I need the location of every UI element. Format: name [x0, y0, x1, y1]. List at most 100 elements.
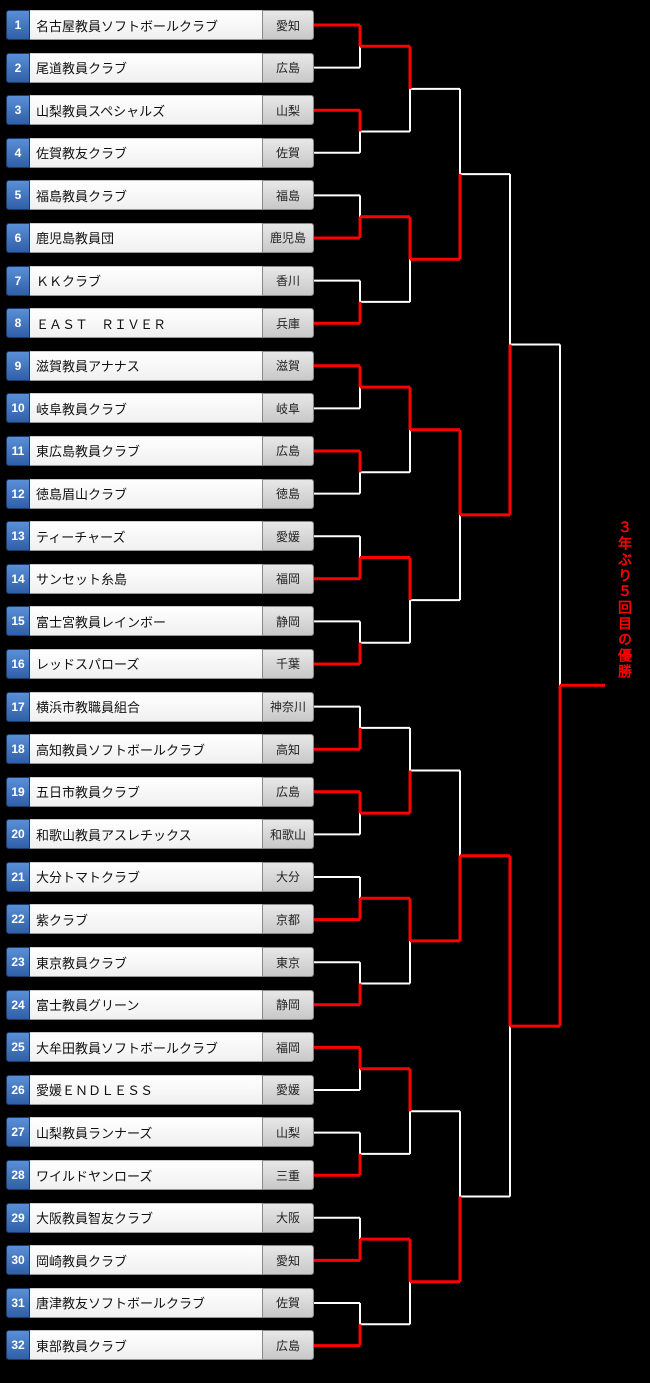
team-name: ワイルドヤンローズ	[30, 1160, 262, 1190]
team-name: 愛媛ＥＮＤＬＥＳＳ	[30, 1075, 262, 1105]
team-prefecture: 東京	[262, 947, 314, 977]
team-name: 尾道教員クラブ	[30, 53, 262, 83]
team-name: 福島教員クラブ	[30, 180, 262, 210]
team-prefecture: 福島	[262, 180, 314, 210]
team-row: 32東部教員クラブ広島	[6, 1330, 314, 1360]
team-name: 大阪教員智友クラブ	[30, 1203, 262, 1233]
team-row: 26愛媛ＥＮＤＬＥＳＳ愛媛	[6, 1075, 314, 1105]
team-prefecture: 和歌山	[262, 819, 314, 849]
team-name: 岡崎教員クラブ	[30, 1245, 262, 1275]
team-seed: 2	[6, 53, 30, 83]
team-name: 五日市教員クラブ	[30, 777, 262, 807]
team-prefecture: 大分	[262, 862, 314, 892]
team-row: 31唐津教友ソフトボールクラブ佐賀	[6, 1288, 314, 1318]
team-prefecture: 滋賀	[262, 351, 314, 381]
team-name: レッドスパローズ	[30, 649, 262, 679]
team-row: 29大阪教員智友クラブ大阪	[6, 1203, 314, 1233]
team-row: 28ワイルドヤンローズ三重	[6, 1160, 314, 1190]
team-prefecture: 福岡	[262, 564, 314, 594]
team-row: 16レッドスパローズ千葉	[6, 649, 314, 679]
championship-caption: ３年ぶり５回目の優勝	[615, 520, 635, 680]
team-seed: 8	[6, 308, 30, 338]
team-name: 高知教員ソフトボールクラブ	[30, 734, 262, 764]
team-prefecture: 香川	[262, 266, 314, 296]
team-row: 21大分トマトクラブ大分	[6, 862, 314, 892]
team-prefecture: 佐賀	[262, 138, 314, 168]
team-seed: 1	[6, 10, 30, 40]
team-name: 山梨教員スペシャルズ	[30, 95, 262, 125]
team-name: 唐津教友ソフトボールクラブ	[30, 1288, 262, 1318]
team-prefecture: 千葉	[262, 649, 314, 679]
team-seed: 13	[6, 521, 30, 551]
team-prefecture: 徳島	[262, 479, 314, 509]
team-row: 15富士宮教員レインボー静岡	[6, 606, 314, 636]
team-name: 東京教員クラブ	[30, 947, 262, 977]
team-seed: 16	[6, 649, 30, 679]
team-row: 20和歌山教員アスレチックス和歌山	[6, 819, 314, 849]
team-seed: 5	[6, 180, 30, 210]
team-name: 徳島眉山クラブ	[30, 479, 262, 509]
team-name: 東広島教員クラブ	[30, 436, 262, 466]
team-prefecture: 岐阜	[262, 393, 314, 423]
team-seed: 24	[6, 990, 30, 1020]
team-prefecture: 広島	[262, 1330, 314, 1360]
team-seed: 6	[6, 223, 30, 253]
team-name: 富士教員グリーン	[30, 990, 262, 1020]
team-prefecture: 山梨	[262, 95, 314, 125]
team-prefecture: 愛媛	[262, 521, 314, 551]
team-row: 2尾道教員クラブ広島	[6, 53, 314, 83]
team-seed: 4	[6, 138, 30, 168]
team-seed: 29	[6, 1203, 30, 1233]
team-name: 山梨教員ランナーズ	[30, 1117, 262, 1147]
team-prefecture: 鹿児島	[262, 223, 314, 253]
team-name: 佐賀教友クラブ	[30, 138, 262, 168]
team-prefecture: 福岡	[262, 1032, 314, 1062]
team-row: 27山梨教員ランナーズ山梨	[6, 1117, 314, 1147]
team-row: 5福島教員クラブ福島	[6, 180, 314, 210]
team-row: 8ＥＡＳＴ ＲＩＶＥＲ兵庫	[6, 308, 314, 338]
team-row: 6鹿児島教員団鹿児島	[6, 223, 314, 253]
team-row: 13ティーチャーズ愛媛	[6, 521, 314, 551]
team-row: 10岐阜教員クラブ岐阜	[6, 393, 314, 423]
team-seed: 12	[6, 479, 30, 509]
team-name: 横浜市教職員組合	[30, 692, 262, 722]
team-prefecture: 京都	[262, 904, 314, 934]
team-name: 滋賀教員アナナス	[30, 351, 262, 381]
team-prefecture: 山梨	[262, 1117, 314, 1147]
team-seed: 25	[6, 1032, 30, 1062]
team-seed: 22	[6, 904, 30, 934]
team-name: サンセット糸島	[30, 564, 262, 594]
team-seed: 27	[6, 1117, 30, 1147]
team-seed: 21	[6, 862, 30, 892]
team-name: ＥＡＳＴ ＲＩＶＥＲ	[30, 308, 262, 338]
team-seed: 15	[6, 606, 30, 636]
team-seed: 10	[6, 393, 30, 423]
team-seed: 11	[6, 436, 30, 466]
team-prefecture: 三重	[262, 1160, 314, 1190]
team-prefecture: 静岡	[262, 606, 314, 636]
team-name: 名古屋教員ソフトボールクラブ	[30, 10, 262, 40]
team-seed: 28	[6, 1160, 30, 1190]
team-name: 紫クラブ	[30, 904, 262, 934]
team-prefecture: 静岡	[262, 990, 314, 1020]
team-seed: 14	[6, 564, 30, 594]
team-prefecture: 兵庫	[262, 308, 314, 338]
team-name: 富士宮教員レインボー	[30, 606, 262, 636]
team-seed: 17	[6, 692, 30, 722]
team-row: 25大牟田教員ソフトボールクラブ福岡	[6, 1032, 314, 1062]
team-row: 9滋賀教員アナナス滋賀	[6, 351, 314, 381]
team-row: 17横浜市教職員組合神奈川	[6, 692, 314, 722]
team-row: 11東広島教員クラブ広島	[6, 436, 314, 466]
team-name: 鹿児島教員団	[30, 223, 262, 253]
team-row: 3山梨教員スペシャルズ山梨	[6, 95, 314, 125]
team-seed: 31	[6, 1288, 30, 1318]
team-list: 1名古屋教員ソフトボールクラブ愛知2尾道教員クラブ広島3山梨教員スペシャルズ山梨…	[6, 10, 314, 1373]
team-seed: 7	[6, 266, 30, 296]
team-prefecture: 神奈川	[262, 692, 314, 722]
team-prefecture: 広島	[262, 777, 314, 807]
team-seed: 9	[6, 351, 30, 381]
team-prefecture: 愛媛	[262, 1075, 314, 1105]
team-name: ティーチャーズ	[30, 521, 262, 551]
team-row: 7ＫＫクラブ香川	[6, 266, 314, 296]
team-seed: 3	[6, 95, 30, 125]
